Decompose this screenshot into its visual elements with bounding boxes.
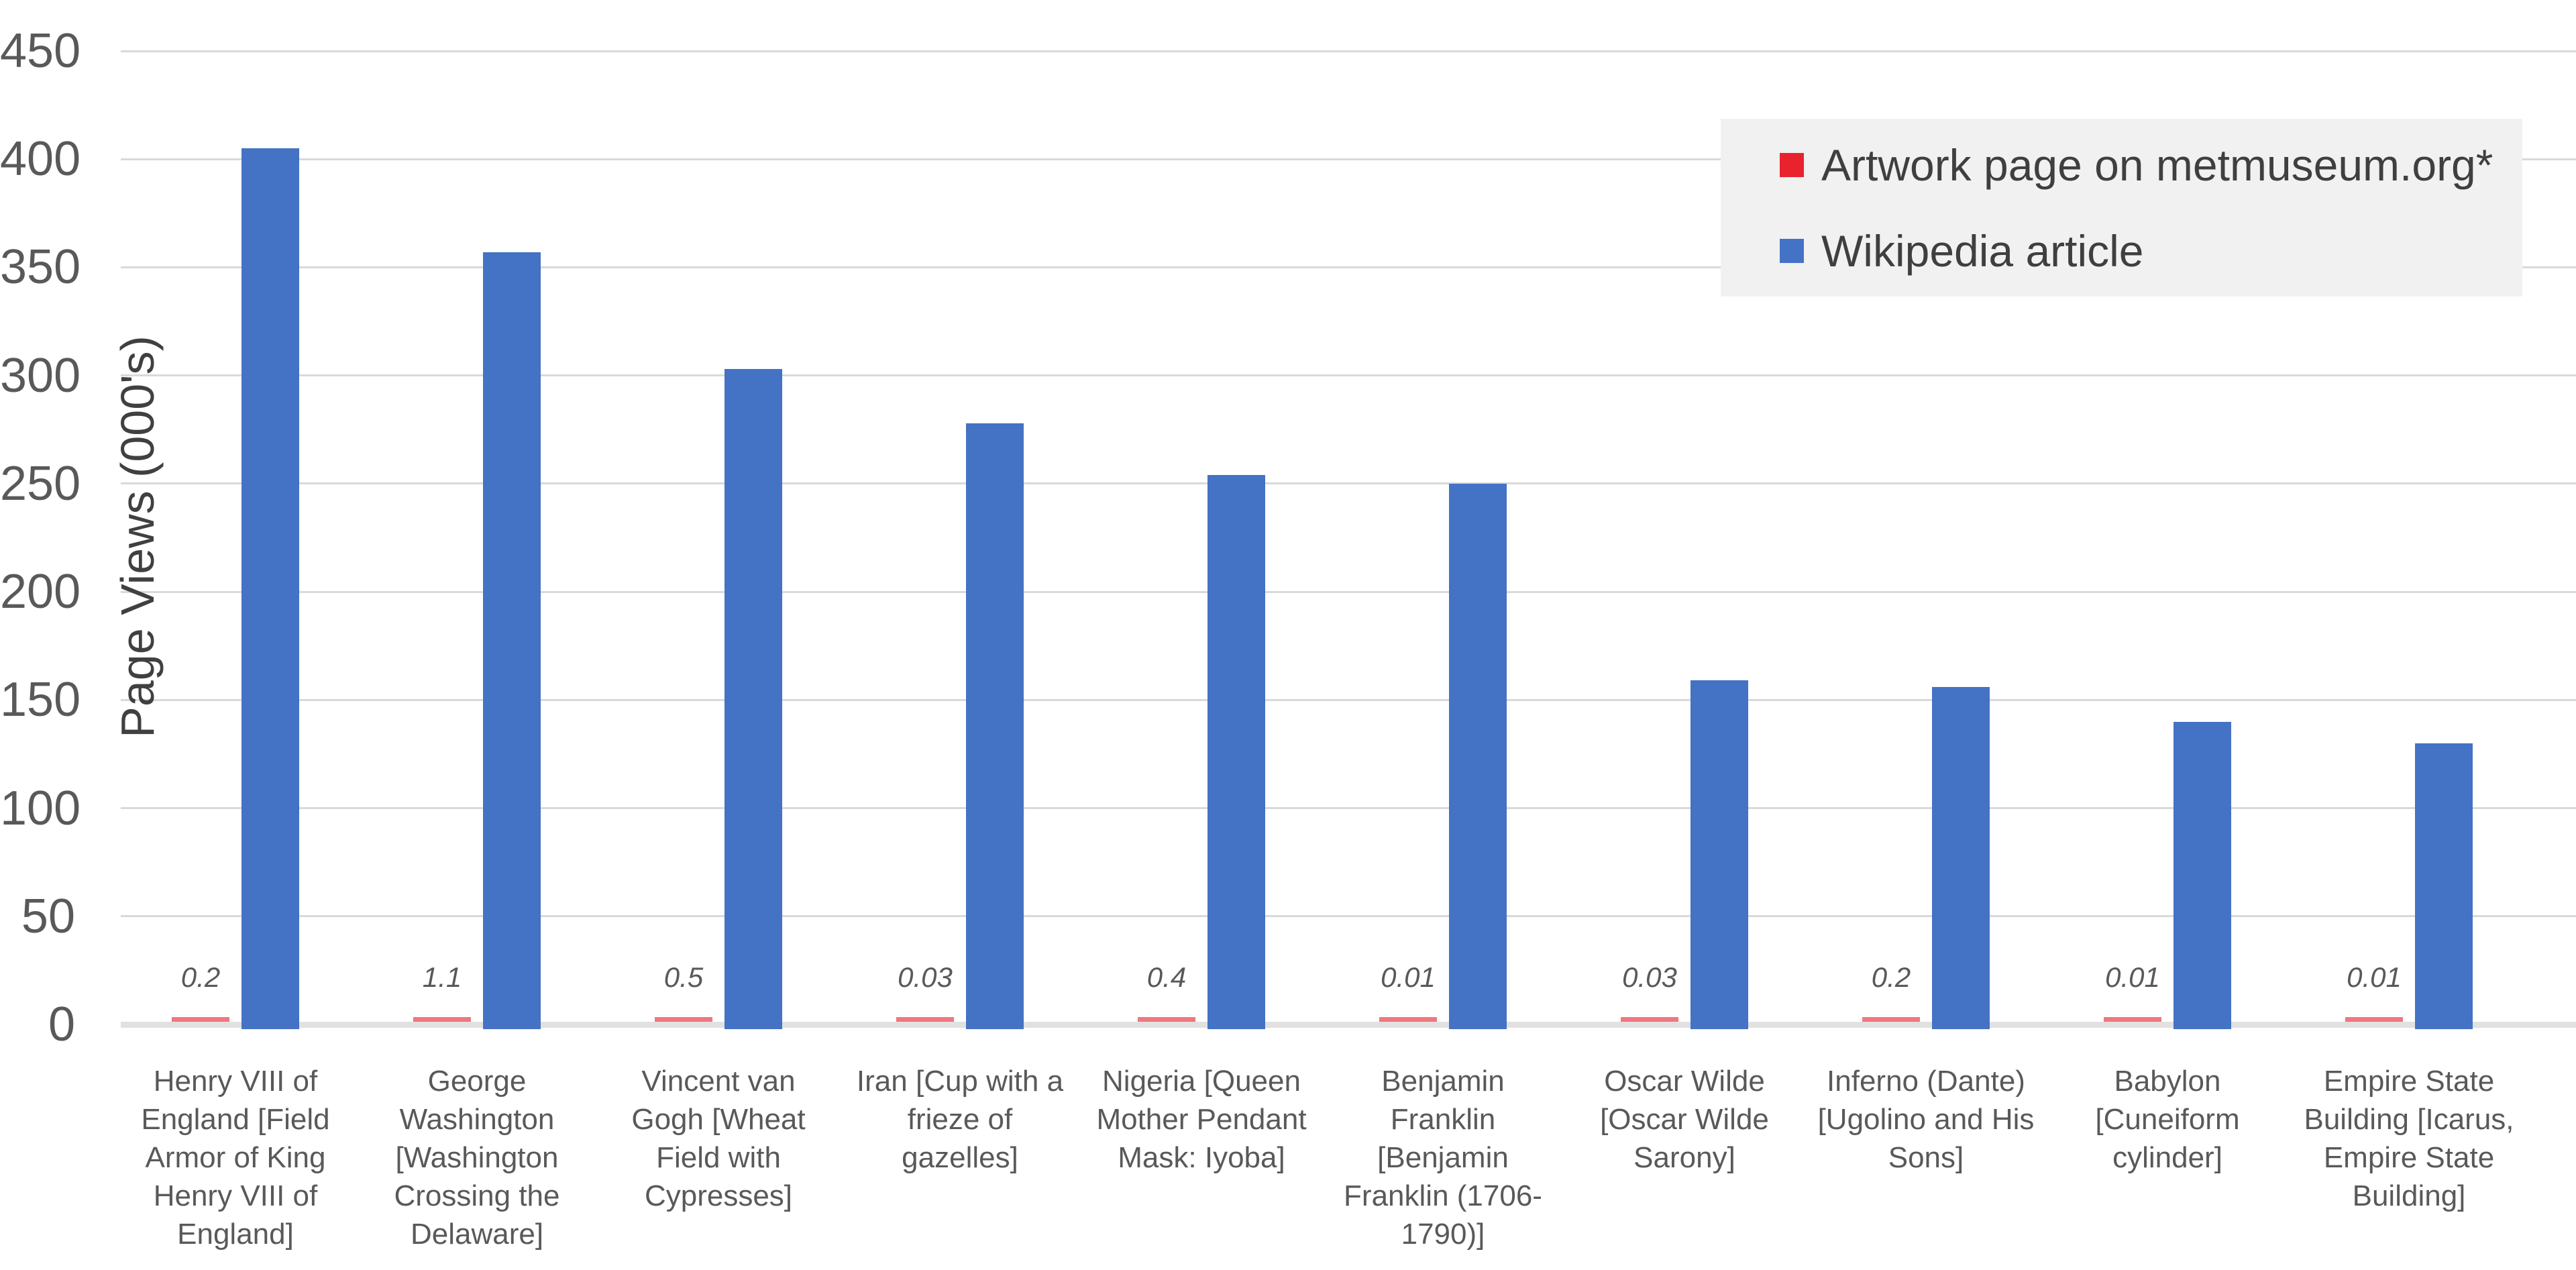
y-tick-label-450: 450 [0,24,81,78]
legend-item-wikipedia: Wikipedia article [1780,225,2522,276]
y-tick-label-350: 350 [0,240,81,295]
category-label-8: Babylon [Cuneiform cylinder] [2095,1065,2240,1174]
category-label-9: Empire State Building [Icarus, Empire St… [2304,1065,2514,1212]
category-label-1: George Washington [Washington Crossing t… [394,1065,560,1251]
bar-wikipedia-5 [1449,483,1507,1029]
bar-wikipedia-1 [483,252,541,1029]
category-label-7: Inferno (Dante) [Ugolino and His Sons] [1817,1065,2035,1174]
category-label-0: Henry VIII of England [Field Armor of Ki… [141,1065,330,1251]
legend-item-metmuseum: Artwork page on metmuseum.org* [1780,140,2522,191]
gridline-200 [121,590,2576,593]
legend: Artwork page on metmuseum.org* Wikipedia… [1721,119,2522,297]
bar-wikipedia-7 [1932,686,1990,1029]
bar-metmuseum-2 [655,1017,712,1022]
bar-metmuseum-4 [1138,1017,1195,1022]
legend-label-metmuseum: Artwork page on metmuseum.org* [1821,140,2493,190]
data-label-metmuseum-5: 0.01 [1381,961,1436,993]
category-label-6: Oscar Wilde [Oscar Wilde Sarony] [1600,1065,1769,1174]
bar-wikipedia-8 [2174,721,2231,1029]
y-tick-label-300: 300 [0,348,81,403]
category-label-3: Iran [Cup with a frieze of gazelles] [856,1065,1064,1174]
gridline-100 [121,807,2576,810]
category-label-2: Vincent van Gogh [Wheat Field with Cypre… [631,1065,806,1212]
y-tick-label-400: 400 [0,132,81,187]
bar-wikipedia-9 [2415,743,2473,1029]
bar-wikipedia-4 [1208,474,1265,1029]
data-label-metmuseum-6: 0.03 [1622,961,1677,993]
data-label-metmuseum-2: 0.5 [663,961,704,993]
bar-metmuseum-6 [1621,1017,1678,1022]
bar-metmuseum-5 [1379,1017,1437,1022]
y-tick-label-200: 200 [0,565,81,619]
gridline-350 [121,266,2576,268]
y-axis-title: Page Views (000's) [111,335,164,738]
y-tick-label-100: 100 [0,781,81,835]
bar-wikipedia-0 [241,148,299,1029]
data-label-metmuseum-3: 0.03 [898,961,953,993]
y-tick-label-0: 0 [48,998,75,1051]
bar-wikipedia-6 [1690,680,1748,1029]
legend-swatch-blue [1780,238,1804,263]
bar-wikipedia-2 [724,368,782,1029]
bar-metmuseum-9 [2345,1017,2403,1022]
legend-swatch-red [1780,152,1804,177]
gridline-300 [121,374,2576,377]
bar-metmuseum-8 [2104,1017,2161,1022]
y-tick-label-250: 250 [0,456,81,511]
y-tick-label-150: 150 [0,673,81,727]
bar-metmuseum-1 [413,1017,471,1022]
legend-label-wikipedia: Wikipedia article [1821,225,2144,276]
gridline-400 [121,158,2576,160]
data-label-metmuseum-1: 1.1 [422,961,462,993]
bar-metmuseum-3 [896,1017,954,1022]
bar-metmuseum-7 [1862,1017,1920,1022]
gridline-50 [121,915,2576,918]
gridline-150 [121,698,2576,701]
category-label-4: Nigeria [Queen Mother Pendant Mask: Iyob… [1096,1065,1307,1174]
data-label-metmuseum-0: 0.2 [180,961,221,993]
data-label-metmuseum-8: 0.01 [2105,961,2160,993]
y-tick-label-50: 50 [21,889,75,943]
gridline-450 [121,50,2576,52]
data-label-metmuseum-4: 0.4 [1146,961,1187,993]
x-axis-line [121,1022,2576,1028]
gridline-250 [121,482,2576,485]
data-label-metmuseum-7: 0.2 [1871,961,1911,993]
data-label-metmuseum-9: 0.01 [2347,961,2402,993]
category-label-5: Benjamin Franklin [Benjamin Franklin (17… [1344,1065,1542,1251]
bar-wikipedia-3 [966,423,1024,1029]
bar-metmuseum-0 [172,1017,229,1022]
